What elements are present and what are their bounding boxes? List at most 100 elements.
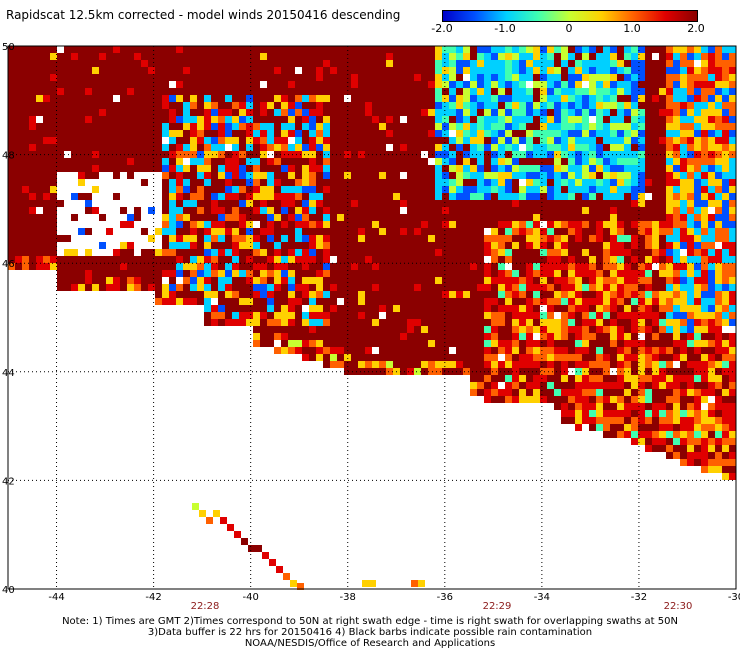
wind-cell bbox=[421, 312, 428, 319]
wind-cell bbox=[680, 396, 687, 403]
wind-cell bbox=[351, 81, 358, 88]
wind-cell bbox=[659, 256, 666, 263]
wind-cell bbox=[477, 333, 484, 340]
wind-cell bbox=[484, 165, 491, 172]
wind-cell bbox=[617, 263, 624, 270]
wind-cell bbox=[498, 179, 505, 186]
wind-cell bbox=[176, 137, 183, 144]
wind-cell bbox=[477, 193, 484, 200]
wind-cell bbox=[295, 305, 302, 312]
wind-cell bbox=[442, 123, 449, 130]
wind-cell bbox=[449, 235, 456, 242]
wind-cell bbox=[624, 298, 631, 305]
wind-cell bbox=[211, 53, 218, 60]
wind-cell bbox=[162, 179, 169, 186]
wind-cell bbox=[617, 67, 624, 74]
wind-cell bbox=[274, 228, 281, 235]
wind-cell bbox=[372, 137, 379, 144]
wind-cell bbox=[610, 396, 617, 403]
wind-cell bbox=[99, 256, 106, 263]
wind-cell bbox=[505, 74, 512, 81]
wind-cell bbox=[659, 102, 666, 109]
wind-cell bbox=[631, 74, 638, 81]
wind-cell bbox=[365, 354, 372, 361]
wind-cell bbox=[589, 60, 596, 67]
wind-cell bbox=[302, 81, 309, 88]
wind-cell bbox=[64, 53, 71, 60]
wind-cell bbox=[470, 130, 477, 137]
wind-cell bbox=[281, 319, 288, 326]
wind-cell bbox=[407, 326, 414, 333]
wind-cell bbox=[575, 354, 582, 361]
wind-cell bbox=[64, 123, 71, 130]
wind-cell bbox=[694, 270, 701, 277]
wind-cell bbox=[722, 158, 729, 165]
wind-cell bbox=[694, 424, 701, 431]
wind-cell bbox=[701, 144, 708, 151]
wind-cell bbox=[50, 263, 57, 270]
wind-cell bbox=[708, 466, 715, 473]
wind-cell bbox=[715, 340, 722, 347]
wind-cell bbox=[526, 207, 533, 214]
wind-cell bbox=[505, 158, 512, 165]
wind-cell bbox=[260, 158, 267, 165]
wind-cell bbox=[176, 249, 183, 256]
wind-cell bbox=[435, 193, 442, 200]
wind-cell bbox=[288, 305, 295, 312]
wind-cell bbox=[701, 67, 708, 74]
wind-cell bbox=[92, 53, 99, 60]
wind-cell bbox=[470, 214, 477, 221]
wind-cell bbox=[463, 298, 470, 305]
wind-cell bbox=[288, 214, 295, 221]
wind-cell bbox=[302, 326, 309, 333]
wind-cell bbox=[547, 53, 554, 60]
wind-cell bbox=[652, 368, 659, 375]
wind-cell bbox=[365, 53, 372, 60]
wind-cell bbox=[393, 193, 400, 200]
wind-cell bbox=[50, 46, 57, 53]
wind-cell bbox=[197, 298, 204, 305]
wind-cell bbox=[239, 102, 246, 109]
wind-cell bbox=[232, 298, 239, 305]
wind-cell bbox=[540, 270, 547, 277]
wind-cell bbox=[575, 375, 582, 382]
wind-cell bbox=[204, 74, 211, 81]
wind-cell bbox=[484, 193, 491, 200]
wind-cell bbox=[694, 368, 701, 375]
wind-cell bbox=[421, 298, 428, 305]
wind-cell bbox=[141, 116, 148, 123]
wind-cell bbox=[260, 172, 267, 179]
wind-cell bbox=[295, 186, 302, 193]
wind-cell bbox=[148, 53, 155, 60]
wind-cell bbox=[358, 326, 365, 333]
wind-cell bbox=[708, 438, 715, 445]
wind-cell bbox=[470, 200, 477, 207]
wind-cell bbox=[449, 158, 456, 165]
wind-cell bbox=[624, 186, 631, 193]
wind-cell bbox=[239, 256, 246, 263]
wind-cell bbox=[316, 207, 323, 214]
wind-cell bbox=[463, 95, 470, 102]
longitude-label: -38 bbox=[340, 592, 356, 603]
wind-cell bbox=[274, 151, 281, 158]
wind-cell bbox=[407, 354, 414, 361]
wind-cell bbox=[673, 263, 680, 270]
wind-cell bbox=[239, 200, 246, 207]
wind-cell bbox=[512, 361, 519, 368]
wind-cell bbox=[393, 60, 400, 67]
wind-cell bbox=[253, 123, 260, 130]
wind-cell bbox=[330, 319, 337, 326]
wind-cell bbox=[309, 172, 316, 179]
wind-cell bbox=[470, 235, 477, 242]
wind-cell bbox=[449, 172, 456, 179]
wind-cell bbox=[505, 375, 512, 382]
wind-cell bbox=[351, 53, 358, 60]
wind-cell bbox=[260, 46, 267, 53]
wind-cell bbox=[120, 158, 127, 165]
wind-cell bbox=[526, 284, 533, 291]
wind-cell bbox=[645, 116, 652, 123]
wind-cell bbox=[715, 270, 722, 277]
wind-cell bbox=[470, 354, 477, 361]
wind-cell bbox=[645, 67, 652, 74]
wind-cell bbox=[204, 312, 211, 319]
